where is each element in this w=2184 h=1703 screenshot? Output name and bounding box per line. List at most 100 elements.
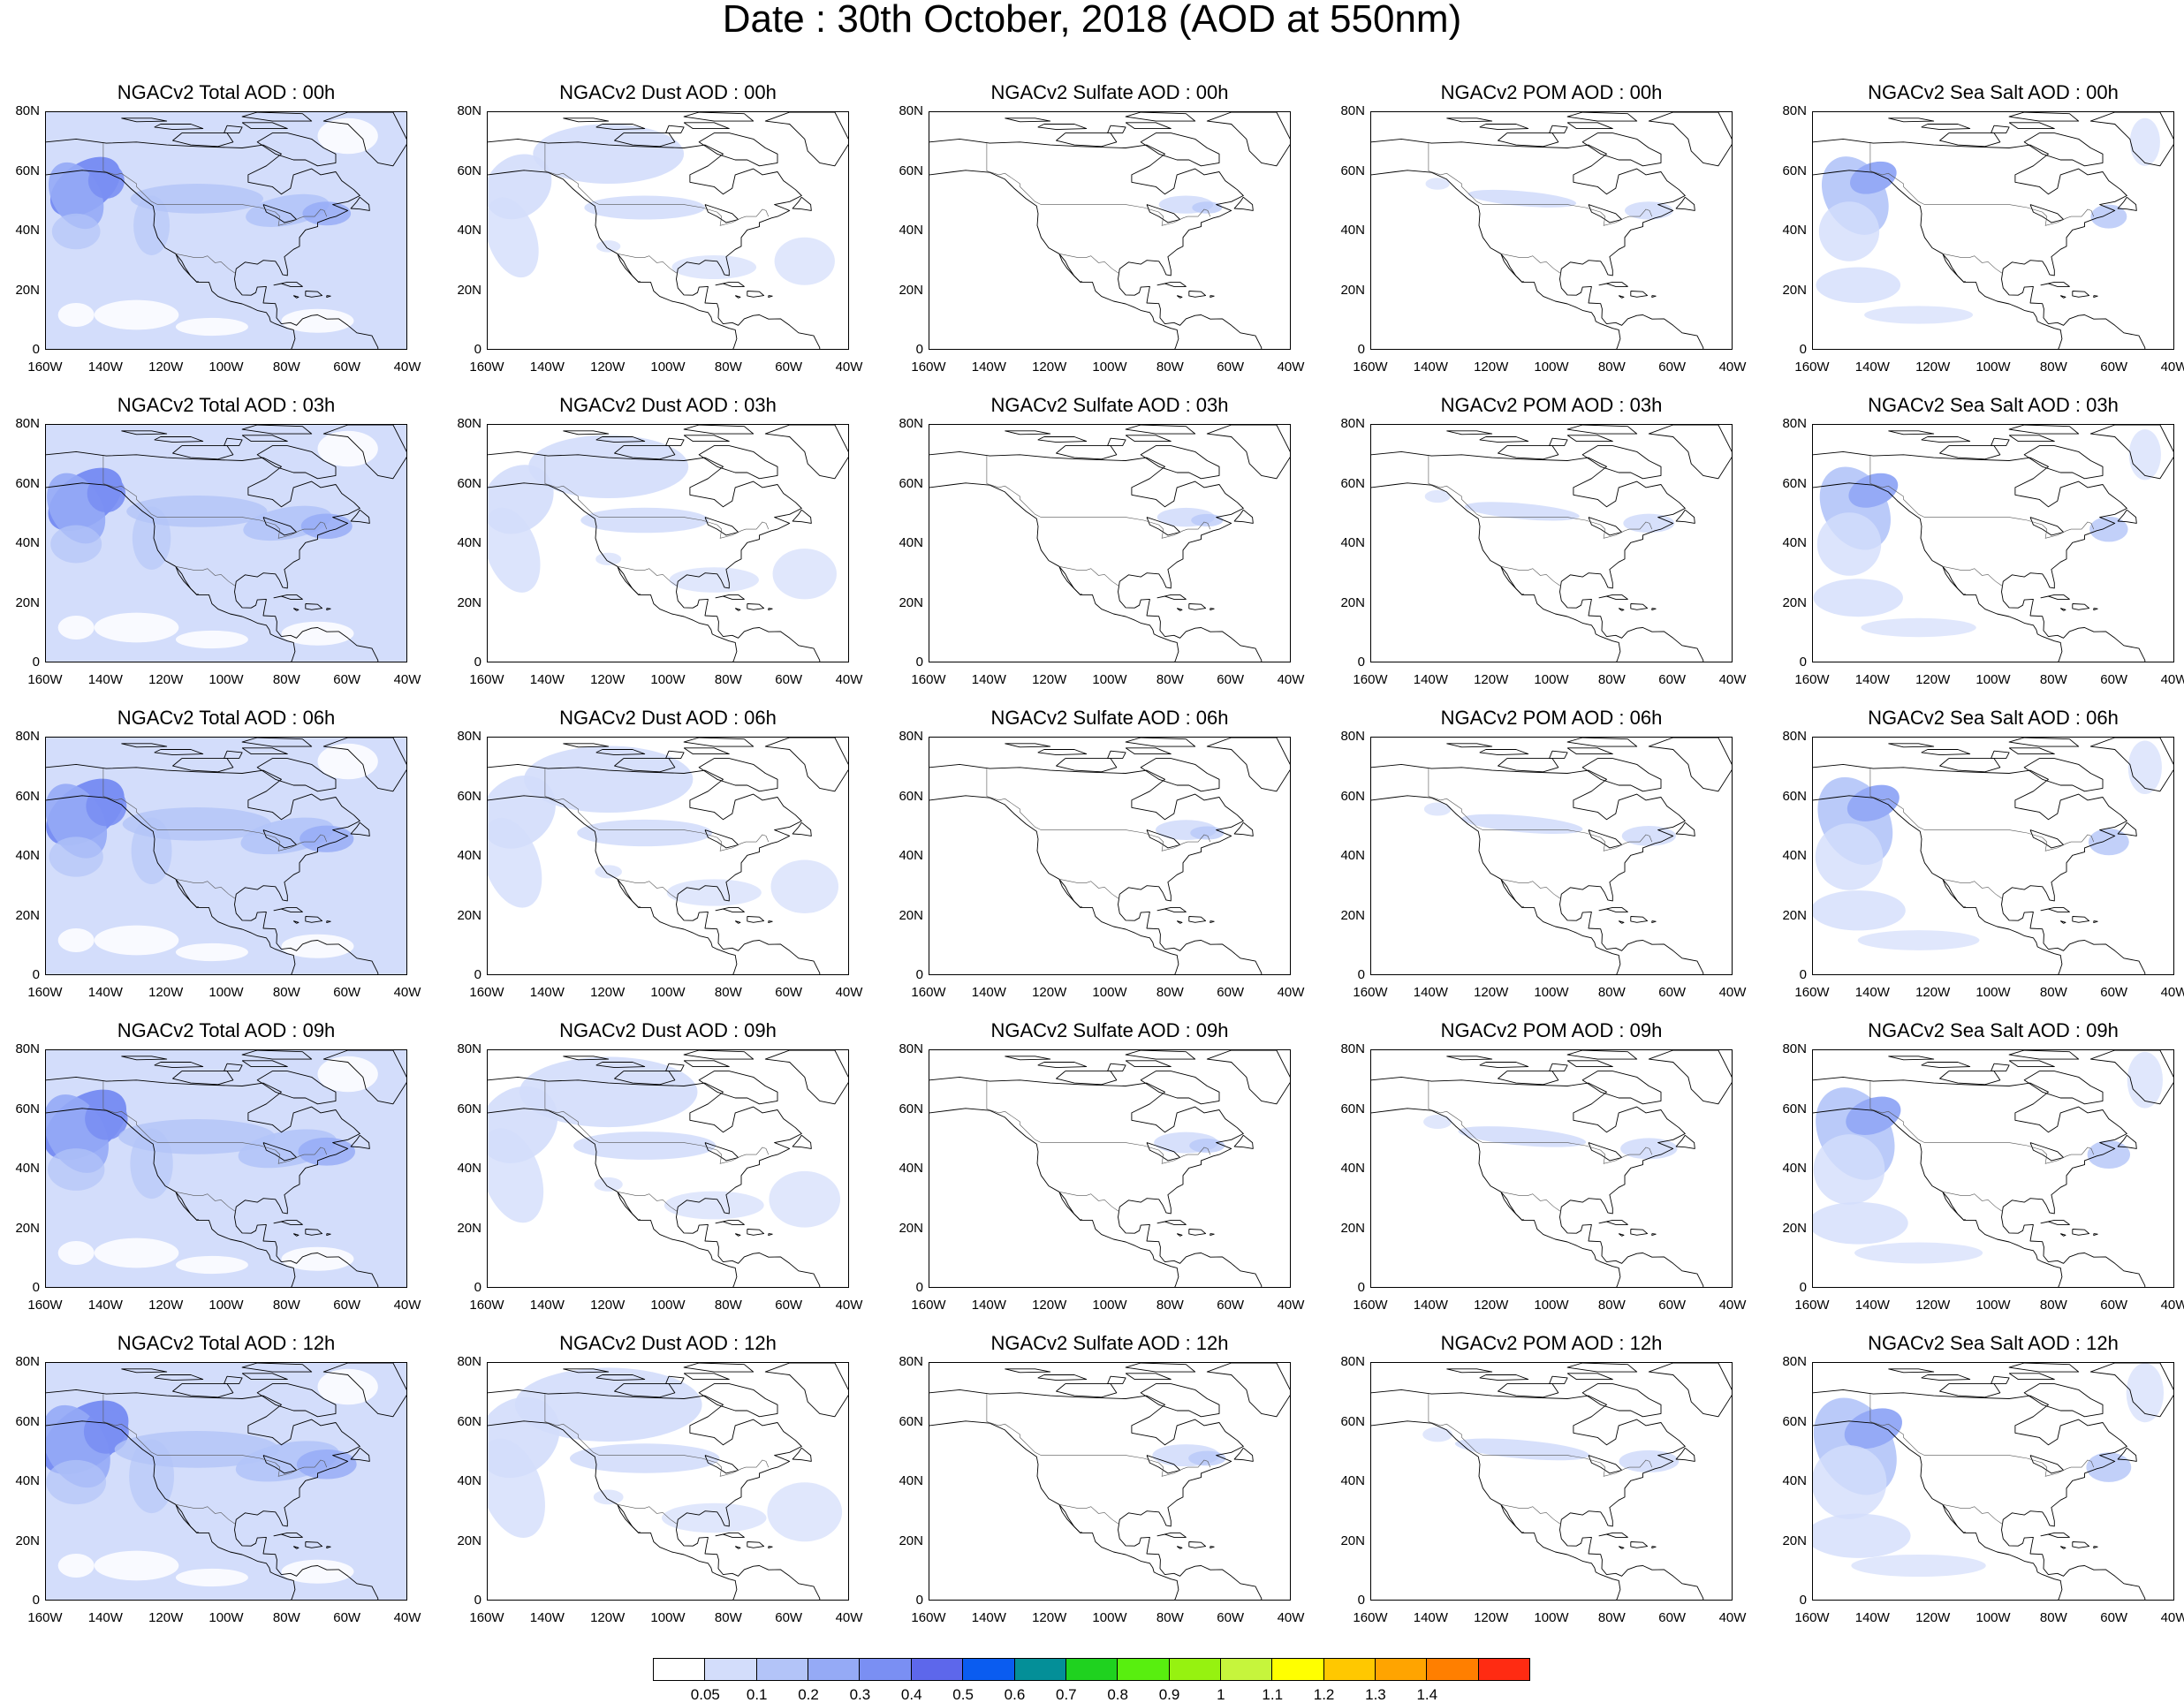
- island-outline: [595, 124, 646, 131]
- island-outline: [698, 1071, 778, 1105]
- map-plot: [929, 1363, 1290, 1600]
- aod-gap: [317, 117, 378, 155]
- lon-tick-label: 120W: [1032, 360, 1067, 375]
- lat-tick-label: 40N: [1340, 1473, 1365, 1488]
- colorbar-box: [962, 1658, 1015, 1681]
- island-outline: [1648, 1050, 1732, 1105]
- island-outline: [1888, 1056, 1935, 1061]
- lon-tick-label: 100W: [1092, 985, 1127, 1000]
- lat-tick-label: 80N: [15, 1041, 40, 1056]
- lat-tick-label: 60N: [457, 1413, 482, 1429]
- coastline: [1500, 1192, 1524, 1221]
- island-outline: [1588, 1455, 1623, 1474]
- island-outline: [1991, 125, 2010, 134]
- island-outline: [2117, 196, 2137, 211]
- island-outline: [1233, 821, 1254, 836]
- lon-tick-label: 160W: [27, 1298, 63, 1313]
- coastline: [1813, 450, 2146, 662]
- lon-tick-label: 80W: [714, 360, 742, 375]
- island-outline: [683, 112, 755, 122]
- coastline: [1942, 879, 1966, 908]
- coastline: [1942, 254, 1966, 283]
- lon-tick-label: 100W: [650, 1298, 686, 1313]
- lon-tick-label: 60W: [775, 672, 803, 687]
- lon-tick-label: 160W: [1353, 1298, 1388, 1313]
- island-outline: [1498, 445, 1559, 460]
- island-outline: [2089, 1363, 2173, 1418]
- map-panel-pom-0: [1370, 111, 1733, 350]
- lon-tick-label: 60W: [1658, 1298, 1687, 1313]
- island-outline: [1939, 445, 2001, 460]
- lon-tick-label: 40W: [2160, 360, 2184, 375]
- lon-tick-label: 160W: [911, 360, 946, 375]
- lat-tick-label: 60N: [457, 788, 482, 804]
- lat-tick-label: 40N: [1782, 1473, 1807, 1488]
- island-outline: [764, 1050, 848, 1105]
- island-outline: [1446, 1056, 1493, 1061]
- island-outline: [2023, 1383, 2104, 1418]
- aod-patch: [2087, 1140, 2131, 1169]
- lat-tick-label: 40N: [1782, 848, 1807, 863]
- island-outline: [1107, 1375, 1126, 1385]
- lat-tick-label: 60N: [15, 1413, 40, 1429]
- island-outline: [1888, 117, 1935, 123]
- aod-gap: [281, 1559, 354, 1584]
- map-panel-dust-1: [487, 424, 849, 662]
- lon-tick-label: 80W: [272, 1610, 300, 1625]
- island-outline: [2008, 1050, 2080, 1060]
- lon-tick-label: 80W: [272, 360, 300, 375]
- coastline: [617, 566, 641, 595]
- lat-tick-label: 20N: [457, 1220, 482, 1236]
- island-outline: [1125, 435, 1172, 443]
- lon-tick-label: 60W: [1658, 985, 1687, 1000]
- island-outline: [2059, 1233, 2066, 1237]
- lon-tick-label: 120W: [590, 672, 626, 687]
- aod-patch: [298, 1137, 356, 1166]
- lat-tick-label: 0: [915, 342, 923, 357]
- lon-tick-label: 60W: [1658, 672, 1687, 687]
- island-outline: [595, 1062, 646, 1069]
- lat-tick-label: 20N: [1340, 594, 1365, 610]
- panel-title: NGACv2 Sulfate AOD : 09h: [990, 1019, 1229, 1041]
- panel-title: NGACv2 Sea Salt AOD : 06h: [1868, 707, 2119, 729]
- aod-gap: [317, 743, 378, 780]
- lat-tick-label: 60N: [1340, 1413, 1365, 1429]
- lat-tick-label: 20N: [15, 594, 40, 610]
- island-outline: [256, 758, 337, 792]
- country-border: [1058, 254, 1119, 274]
- lon-tick-label: 80W: [714, 672, 742, 687]
- lon-tick-label: 120W: [148, 1298, 184, 1313]
- island-outline: [1107, 125, 1126, 134]
- map-panel-dust-3: [487, 1049, 849, 1288]
- panel-title: NGACv2 POM AOD : 03h: [1440, 394, 1663, 416]
- aod-gap: [281, 934, 354, 958]
- lat-tick-label: 60N: [1782, 163, 1807, 178]
- island-outline: [1140, 132, 1220, 167]
- island-outline: [1176, 920, 1183, 924]
- lat-tick-label: 60N: [1340, 788, 1365, 804]
- map-panel-total-0: [45, 111, 407, 350]
- map-panel-total-1: [45, 424, 407, 662]
- country-border: [1500, 566, 1561, 587]
- aod-patch: [595, 865, 622, 879]
- island-outline: [1566, 1363, 1638, 1373]
- island-outline: [1146, 517, 1181, 536]
- country-border: [1058, 1192, 1119, 1212]
- lat-tick-label: 0: [1357, 342, 1365, 357]
- aod-patch: [569, 1443, 720, 1473]
- panel-title: NGACv2 Sea Salt AOD : 12h: [1868, 1332, 2119, 1354]
- island-outline: [262, 1455, 298, 1474]
- coastline: [1371, 795, 1621, 974]
- island-outline: [292, 1546, 300, 1549]
- island-outline: [1566, 738, 1638, 747]
- coastline: [175, 254, 199, 283]
- island-outline: [305, 1229, 323, 1236]
- lat-tick-label: 0: [1799, 1593, 1807, 1608]
- island-outline: [1005, 1368, 1051, 1374]
- island-outline: [273, 1532, 303, 1538]
- lat-tick-label: 20N: [1782, 594, 1807, 610]
- lat-tick-label: 0: [1357, 1280, 1365, 1295]
- island-outline: [1939, 1383, 2001, 1398]
- map-panel-sulfate-3: [929, 1049, 1291, 1288]
- island-outline: [1675, 196, 1695, 211]
